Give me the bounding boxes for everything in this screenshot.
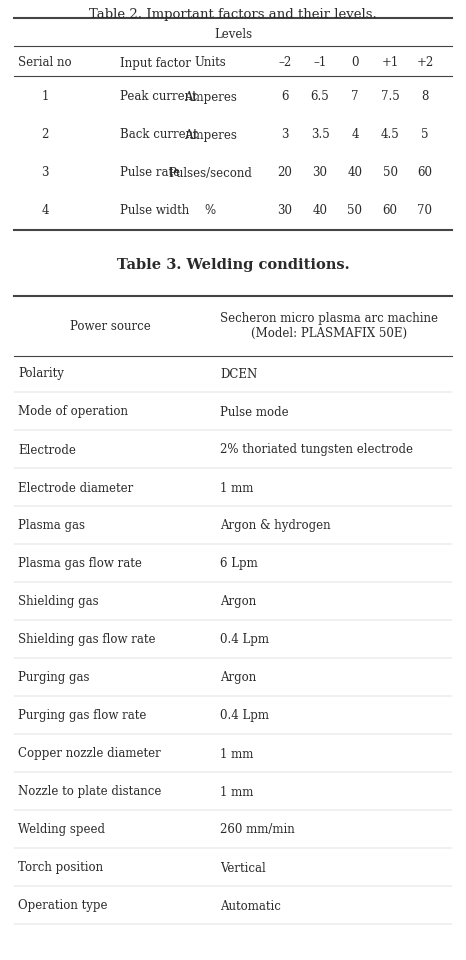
Text: Peak current: Peak current — [120, 90, 197, 104]
Text: –2: –2 — [278, 57, 292, 69]
Text: Power source: Power source — [69, 320, 151, 332]
Text: 20: 20 — [278, 166, 293, 180]
Text: Levels: Levels — [214, 28, 252, 40]
Text: Electrode diameter: Electrode diameter — [18, 482, 133, 494]
Text: 7: 7 — [351, 90, 359, 104]
Text: 260 mm/min: 260 mm/min — [220, 824, 295, 836]
Text: Vertical: Vertical — [220, 861, 266, 875]
Text: 4: 4 — [351, 129, 359, 141]
Text: Pulse width: Pulse width — [120, 204, 189, 218]
Text: –1: –1 — [313, 57, 327, 69]
Text: 2% thoriated tungsten electrode: 2% thoriated tungsten electrode — [220, 444, 413, 457]
Text: +1: +1 — [381, 57, 398, 69]
Text: Amperes: Amperes — [184, 90, 236, 104]
Text: 6 Lpm: 6 Lpm — [220, 558, 258, 570]
Text: Table 2. Important factors and their levels.: Table 2. Important factors and their lev… — [89, 8, 377, 21]
Text: Operation type: Operation type — [18, 900, 108, 913]
Text: 6: 6 — [281, 90, 289, 104]
Text: 40: 40 — [313, 204, 328, 218]
Text: Nozzle to plate distance: Nozzle to plate distance — [18, 785, 161, 799]
Text: Table 3. Welding conditions.: Table 3. Welding conditions. — [116, 258, 350, 272]
Text: 1 mm: 1 mm — [220, 785, 254, 799]
Text: Argon: Argon — [220, 671, 256, 684]
Text: Pulses/second: Pulses/second — [168, 166, 252, 180]
Text: Serial no: Serial no — [18, 57, 72, 69]
Text: 70: 70 — [418, 204, 432, 218]
Text: 60: 60 — [383, 204, 397, 218]
Text: Automatic: Automatic — [220, 900, 281, 913]
Text: Shielding gas flow rate: Shielding gas flow rate — [18, 634, 156, 646]
Text: 0.4 Lpm: 0.4 Lpm — [220, 634, 269, 646]
Text: DCEN: DCEN — [220, 368, 257, 380]
Text: 3: 3 — [41, 166, 49, 180]
Text: 50: 50 — [383, 166, 397, 180]
Text: 1: 1 — [41, 90, 48, 104]
Text: Torch position: Torch position — [18, 861, 103, 875]
Text: 8: 8 — [421, 90, 429, 104]
Text: Input factor: Input factor — [120, 57, 191, 69]
Text: 0: 0 — [351, 57, 359, 69]
Text: 1 mm: 1 mm — [220, 748, 254, 760]
Text: +2: +2 — [417, 57, 434, 69]
Text: 1 mm: 1 mm — [220, 482, 254, 494]
Text: 3: 3 — [281, 129, 289, 141]
Text: 40: 40 — [348, 166, 363, 180]
Text: 5: 5 — [421, 129, 429, 141]
Text: Polarity: Polarity — [18, 368, 64, 380]
Text: Pulse mode: Pulse mode — [220, 405, 288, 419]
Text: 30: 30 — [277, 204, 293, 218]
Text: Mode of operation: Mode of operation — [18, 405, 128, 419]
Text: 50: 50 — [348, 204, 363, 218]
Text: Shielding gas: Shielding gas — [18, 595, 99, 609]
Text: Argon: Argon — [220, 595, 256, 609]
Text: Units: Units — [194, 57, 226, 69]
Text: 6.5: 6.5 — [311, 90, 329, 104]
Text: 0.4 Lpm: 0.4 Lpm — [220, 709, 269, 723]
Text: 2: 2 — [41, 129, 48, 141]
Text: Amperes: Amperes — [184, 129, 236, 141]
Text: 60: 60 — [418, 166, 432, 180]
Text: Pulse rate: Pulse rate — [120, 166, 180, 180]
Text: 3.5: 3.5 — [311, 129, 329, 141]
Text: 4.5: 4.5 — [381, 129, 399, 141]
Text: %: % — [205, 204, 216, 218]
Text: 7.5: 7.5 — [381, 90, 399, 104]
Text: Argon & hydrogen: Argon & hydrogen — [220, 519, 330, 533]
Text: Electrode: Electrode — [18, 444, 76, 457]
Text: Copper nozzle diameter: Copper nozzle diameter — [18, 748, 161, 760]
Text: Purging gas: Purging gas — [18, 671, 89, 684]
Text: Plasma gas flow rate: Plasma gas flow rate — [18, 558, 142, 570]
Text: 4: 4 — [41, 204, 49, 218]
Text: Plasma gas: Plasma gas — [18, 519, 85, 533]
Text: Back current: Back current — [120, 129, 198, 141]
Text: Welding speed: Welding speed — [18, 824, 105, 836]
Text: 30: 30 — [313, 166, 328, 180]
Text: Purging gas flow rate: Purging gas flow rate — [18, 709, 146, 723]
Text: Secheron micro plasma arc machine
(Model: PLASMAFIX 50E): Secheron micro plasma arc machine (Model… — [220, 312, 438, 340]
